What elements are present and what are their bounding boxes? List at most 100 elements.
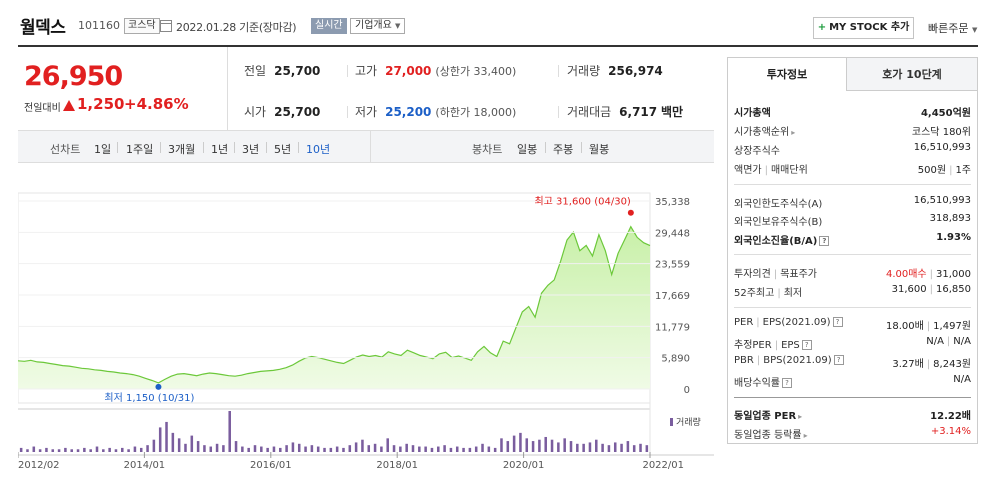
volume-bar (57, 449, 61, 452)
volume-bar (639, 443, 642, 452)
volume-bar (455, 446, 459, 452)
volume-bar (203, 445, 206, 452)
eps-label: EPS(2021.09) (762, 317, 831, 328)
volume-bar (481, 443, 484, 452)
x-tick-label: 2018/01 (376, 460, 418, 471)
par-value-wrap: 500원 | 1주 (917, 165, 971, 176)
industry-per-label: 동일업종 PER (734, 411, 797, 422)
volume-bar (418, 446, 421, 452)
open-value: 25,700 (274, 105, 321, 119)
add-mystock-button[interactable]: + MY STOCK 추가 (813, 17, 914, 39)
current-price-box: 26,950 전일대비 1,250 +4.86% (18, 47, 228, 131)
volume-bar (316, 446, 320, 452)
candle-chart-label[interactable]: 봉차트 (472, 143, 503, 156)
help-icon[interactable]: ? (833, 355, 844, 365)
week52-label-wrap: 52주최고 | 최저 (734, 288, 803, 299)
volume-bar (146, 445, 149, 452)
stat-separator (558, 106, 559, 118)
opinion-label: 투자의견 (734, 269, 771, 280)
price-area-fill (18, 226, 650, 389)
week52-low-label: 최저 (783, 288, 803, 299)
volume-legend-label: 거래량 (676, 416, 701, 428)
y-tick-label: 29,448 (655, 228, 690, 239)
volume-bar (392, 445, 396, 452)
per-label: PER (734, 317, 754, 328)
realtime-button[interactable]: 실시간 (311, 18, 347, 34)
volume-bar (260, 446, 263, 452)
unit-label: 매매단위 (770, 165, 808, 176)
tab-3y[interactable]: 3년 (242, 143, 260, 156)
unit-value: 1주 (955, 165, 971, 176)
volume-bar (449, 447, 453, 452)
volume-bar (405, 443, 408, 452)
tab-3m[interactable]: 3개월 (168, 143, 196, 156)
rank-label-wrap[interactable]: 시가총액순위 ▸ (734, 123, 795, 138)
y-axis-ticks: 35,338 29,448 23,559 17,669 11,779 5,890 0 (18, 197, 690, 396)
industry-change-label: 동일업종 등락률 (734, 430, 802, 441)
help-icon[interactable]: ? (832, 317, 843, 327)
tab-order-book[interactable]: 호가 10단계 (846, 58, 977, 91)
tab-invest-info[interactable]: 투자정보 (728, 58, 846, 91)
volume-bar (253, 445, 257, 452)
week52-high-label: 52주최고 (734, 288, 775, 299)
up-arrow-icon (63, 100, 75, 111)
line-chart-label[interactable]: 선차트 (50, 143, 81, 156)
base-date: 2022.01.28 기준(장마감) (176, 21, 297, 34)
volume-bar (468, 447, 472, 452)
tab-1d[interactable]: 1일 (94, 143, 112, 156)
volume-bar (228, 411, 231, 452)
volume-bar (171, 432, 175, 452)
price-chart[interactable]: 35,338 29,448 23,559 17,669 11,779 5,890 0 거래량… (18, 163, 714, 487)
quick-order-link[interactable]: 빠른주문 ▼ (928, 20, 977, 36)
volume-value: 256,974 (608, 64, 663, 78)
stock-code: 101160 (78, 19, 120, 32)
help-icon[interactable]: ? (819, 236, 830, 246)
stock-header: 월덱스 101160 코스닥 2022.01.28 기준(장마감) 실시간 기업… (0, 0, 993, 44)
volume-bar (399, 446, 402, 452)
volume-bar (487, 446, 491, 452)
upper-limit: (상한가 33,400) (435, 65, 517, 78)
tab-1y[interactable]: 1년 (211, 143, 229, 156)
volume-bar (569, 441, 573, 452)
help-icon[interactable]: ? (801, 340, 812, 350)
tab-weekly[interactable]: 주봉 (553, 143, 574, 156)
tab-separator (160, 142, 161, 153)
volume-bar (613, 442, 617, 452)
volume-bar (601, 443, 604, 452)
volume-bar (184, 443, 187, 452)
amount-value: 6,717 (619, 105, 658, 119)
est-eps-value: N/A (953, 336, 971, 347)
tab-daily[interactable]: 일봉 (517, 143, 538, 156)
industry-change-label-wrap[interactable]: 동일업종 등락률 ▸ (734, 426, 808, 441)
target-value: 31,000 (936, 269, 971, 280)
per-label-wrap: PER | EPS(2021.09)? (734, 317, 843, 328)
industry-per-row: 동일업종 PER ▸ 12.22배 (734, 407, 971, 423)
volume-bar (241, 446, 244, 452)
x-tick-label: 2020/01 (503, 460, 545, 471)
company-info-dropdown[interactable]: 기업개요 ▼ (350, 18, 406, 34)
prev-close-value: 25,700 (274, 64, 321, 78)
volume-bar (544, 436, 547, 452)
volume-bar (234, 441, 238, 452)
calendar-icon (160, 20, 172, 32)
price-area (18, 225, 651, 389)
tab-monthly[interactable]: 월봉 (589, 143, 610, 156)
volume-bar (89, 449, 92, 452)
low-label: 저가 (355, 105, 378, 119)
shares-value: 16,510,993 (913, 142, 971, 153)
tab-10y[interactable]: 10년 (306, 143, 331, 156)
volume-bar (266, 447, 269, 452)
tab-1w[interactable]: 1주일 (126, 143, 154, 156)
est-eps-label: EPS (781, 340, 800, 351)
volume-stat: 거래량 256,974 (567, 62, 663, 79)
volume-bar (348, 445, 352, 452)
help-icon[interactable]: ? (782, 378, 792, 388)
industry-change-value: +3.14% (930, 426, 971, 437)
industry-per-label-wrap[interactable]: 동일업종 PER ▸ (734, 407, 802, 422)
tab-5y[interactable]: 5년 (274, 143, 292, 156)
rank-market: 코스닥 (911, 127, 940, 138)
chevron-right-icon: ▸ (803, 431, 808, 440)
low-value: 25,200 (385, 105, 432, 119)
volume-bar (285, 445, 288, 452)
quick-order-label: 빠른주문 (928, 22, 969, 35)
